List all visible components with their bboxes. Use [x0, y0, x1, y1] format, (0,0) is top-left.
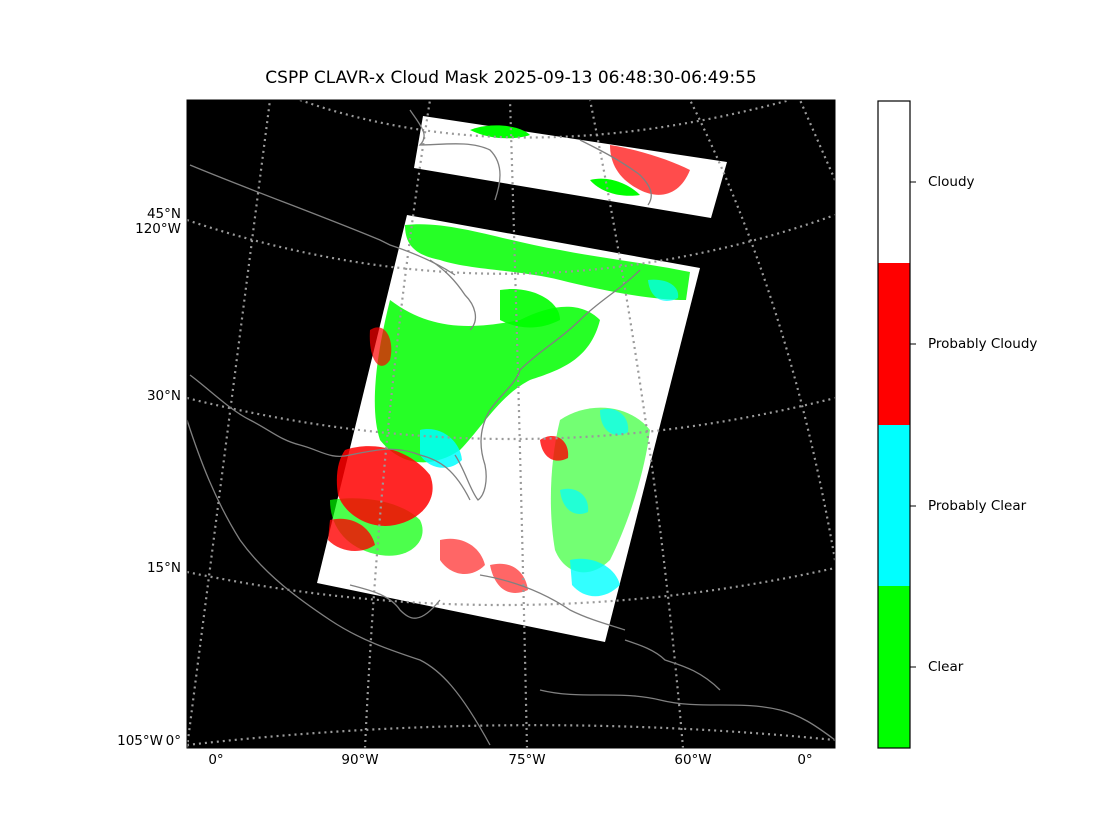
- lat-label: 0°: [165, 733, 181, 749]
- graticule: [187, 100, 835, 748]
- coastline-nova-scotia: [579, 139, 652, 206]
- lon-label: 0°: [797, 752, 813, 768]
- probably-cloudy-regions: [328, 145, 690, 593]
- colorbar-swatch-cloudy: [878, 101, 910, 263]
- coastline-mexico-west: [187, 419, 491, 746]
- legend-label-cloudy: Cloudy: [928, 174, 975, 190]
- lat-label: 105°W: [117, 733, 163, 749]
- lon-label: 60°W: [674, 752, 712, 768]
- gridline-lat: [299, 100, 791, 139]
- lat-label: 30°N: [146, 388, 181, 404]
- lat-label: 15°N: [146, 560, 181, 576]
- legend-label-clear: Clear: [928, 659, 964, 675]
- map-frame: [186, 99, 836, 749]
- lat-label: 120°W: [135, 221, 181, 237]
- colorbar-swatch-clear: [878, 586, 910, 748]
- coastline-florida: [454, 369, 521, 501]
- lon-label: 75°W: [508, 752, 546, 768]
- gridline-lon: [187, 100, 272, 748]
- coastline-south-america: [539, 689, 835, 741]
- chart-title: CSPP CLAVR-x Cloud Mask 2025-09-13 06:48…: [265, 68, 757, 88]
- coastline-cuba: [479, 574, 626, 631]
- gridline-lon: [508, 100, 529, 748]
- coastline-east-coast: [519, 269, 641, 371]
- lon-label: 0°: [208, 752, 224, 768]
- coastline-hispaniola: [624, 639, 721, 691]
- legend-label-probably-clear: Probably Clear: [928, 498, 1027, 514]
- coastline-great-lakes: [429, 259, 477, 331]
- lon-label: 90°W: [341, 752, 379, 768]
- coastline-yucatan: [349, 584, 441, 619]
- colorbar-frame: [877, 100, 911, 749]
- gridline-lon: [689, 100, 835, 561]
- colorbar: [877, 100, 916, 749]
- gridline-lat: [187, 213, 835, 275]
- probably-clear-regions: [420, 279, 679, 597]
- legend-label-probably-cloudy: Probably Cloudy: [928, 336, 1038, 352]
- coastlines: [187, 109, 835, 746]
- lat-label: 45°N: [146, 206, 181, 222]
- gridline-lon: [798, 100, 835, 181]
- colorbar-swatch-probably-clear: [878, 425, 910, 586]
- coastline-hudson-bay: [409, 109, 501, 201]
- gridline-lat: [187, 724, 835, 747]
- coastline-gulf-coast: [189, 374, 471, 501]
- colorbar-swatch-probably-cloudy: [878, 263, 910, 425]
